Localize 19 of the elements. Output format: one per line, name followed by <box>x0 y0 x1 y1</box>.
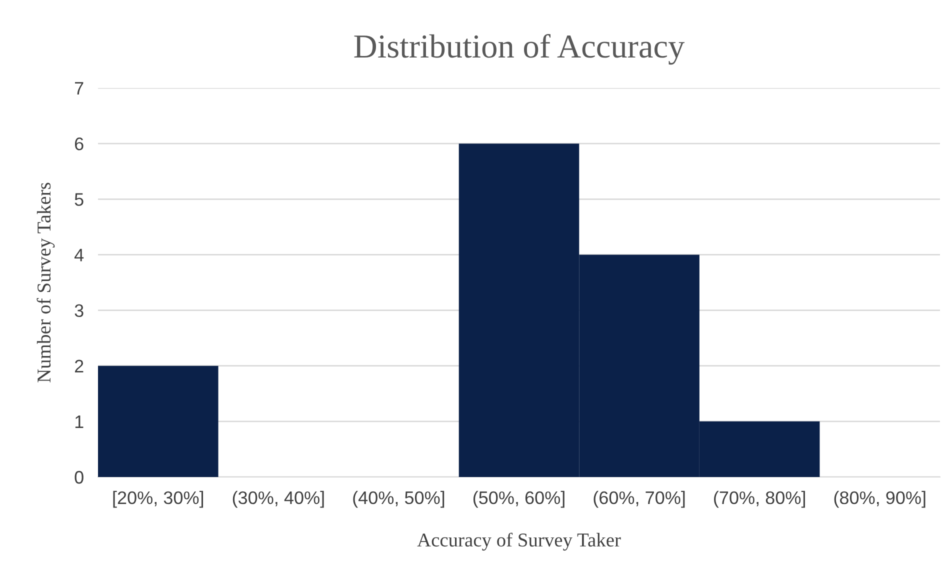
y-tick-label: 2 <box>74 360 84 372</box>
y-tick-label: 6 <box>74 138 84 150</box>
x-axis-title: Accuracy of Survey Taker <box>417 532 621 551</box>
y-tick-label: 5 <box>74 193 84 206</box>
x-tick-label: (80%, 90%] <box>834 490 926 508</box>
x-tick-label: (30%, 40%] <box>232 490 324 508</box>
chart-title: Distribution of Accuracy <box>354 34 685 65</box>
y-tick-label: 3 <box>74 304 84 318</box>
y-tick-label: 4 <box>74 248 84 262</box>
bar <box>98 366 218 477</box>
x-tick-label: (70%, 80%] <box>714 490 805 508</box>
x-tick-label: (50%, 60%] <box>473 490 564 508</box>
y-tick-label: 1 <box>75 416 84 428</box>
y-tick-label: 0 <box>74 470 84 484</box>
y-axis-title: Number of Survey Takers <box>36 182 55 382</box>
x-tick-label: [20%, 30%] <box>113 490 204 508</box>
x-tick-label: (40%, 50%] <box>353 490 444 508</box>
y-tick-label: 7 <box>74 82 84 95</box>
x-tick-label: (60%, 70%] <box>594 490 685 508</box>
